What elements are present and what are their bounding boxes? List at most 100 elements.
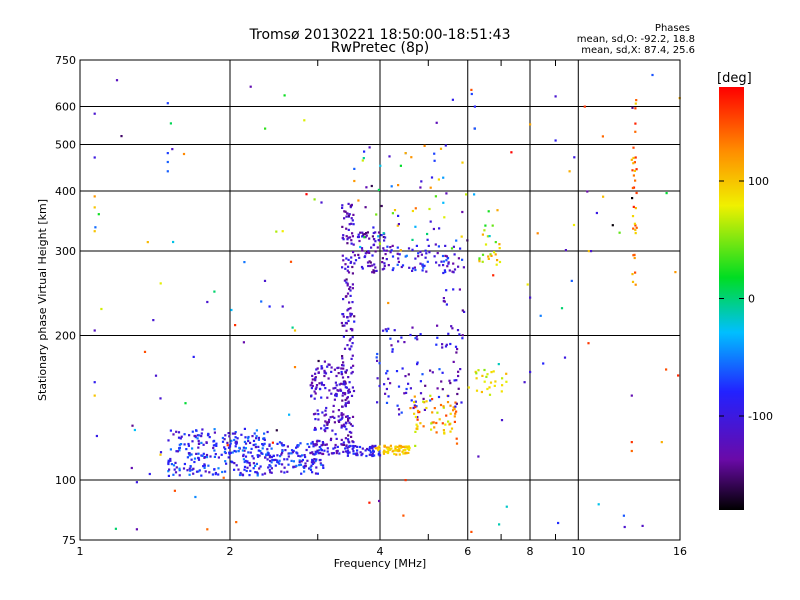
data-point — [445, 414, 448, 417]
data-point — [193, 460, 196, 464]
data-point — [414, 406, 417, 409]
data-point — [379, 164, 382, 167]
data-point — [300, 472, 303, 475]
data-point — [415, 427, 418, 430]
data-point — [364, 236, 367, 239]
data-point — [445, 343, 448, 346]
data-point — [429, 399, 432, 402]
data-point — [568, 170, 571, 173]
data-point — [411, 238, 414, 241]
data-point — [177, 436, 181, 439]
data-point — [369, 261, 372, 264]
data-point — [335, 452, 338, 455]
data-point — [393, 449, 396, 452]
data-point — [334, 392, 337, 395]
data-point — [441, 343, 444, 346]
data-point — [459, 247, 462, 250]
data-point — [444, 270, 447, 274]
data-point — [366, 231, 369, 234]
data-point — [448, 379, 451, 382]
data-point — [444, 254, 447, 257]
data-point — [120, 135, 123, 138]
data-point — [349, 286, 352, 289]
data-point — [346, 415, 349, 418]
data-point — [342, 367, 345, 370]
data-point — [262, 437, 265, 440]
data-point — [634, 179, 637, 182]
data-point — [431, 411, 434, 414]
data-point — [442, 201, 445, 204]
data-point — [263, 432, 266, 435]
data-point — [491, 224, 494, 227]
data-point — [633, 222, 636, 225]
data-point — [497, 363, 500, 366]
data-point — [356, 449, 359, 452]
data-point — [407, 451, 410, 454]
data-point — [197, 442, 201, 445]
data-point — [243, 468, 246, 471]
data-point — [303, 119, 306, 122]
data-point — [459, 368, 462, 371]
data-point — [286, 470, 289, 473]
data-point — [214, 453, 217, 456]
data-point — [329, 416, 332, 419]
data-point — [295, 464, 298, 467]
data-point — [326, 365, 329, 368]
data-point — [231, 461, 234, 464]
data-point — [611, 224, 614, 227]
data-point — [493, 384, 496, 387]
data-point — [267, 466, 270, 469]
data-point — [312, 413, 316, 416]
data-point — [433, 426, 436, 429]
data-point — [388, 448, 391, 451]
data-point — [246, 466, 249, 469]
data-point — [215, 442, 218, 445]
data-point — [348, 213, 351, 216]
data-point — [447, 262, 450, 265]
data-point — [441, 422, 444, 425]
x-tick-label: 16 — [673, 545, 687, 558]
data-point — [268, 456, 271, 459]
data-point — [296, 444, 299, 448]
data-point — [300, 460, 303, 463]
data-point — [241, 474, 245, 477]
data-point — [357, 235, 360, 239]
data-point — [130, 466, 133, 470]
data-point — [635, 99, 638, 102]
y-tick-label: 400 — [55, 185, 76, 198]
data-point — [321, 441, 324, 444]
data-point — [257, 438, 260, 441]
chart-subtitle: RwPretec (8p) — [330, 40, 430, 56]
data-point — [350, 366, 353, 369]
data-point — [368, 237, 371, 240]
data-point — [312, 445, 315, 448]
data-point — [420, 253, 423, 256]
data-point — [310, 461, 313, 464]
data-point — [180, 435, 183, 438]
data-point — [489, 381, 493, 384]
data-point — [435, 421, 438, 425]
data-point — [311, 471, 314, 474]
data-point — [213, 290, 216, 293]
data-point — [634, 224, 637, 227]
data-point — [336, 449, 339, 452]
data-point — [414, 207, 417, 210]
data-point — [341, 266, 344, 269]
data-point — [374, 240, 377, 243]
data-point — [451, 98, 454, 101]
data-point — [416, 338, 419, 341]
data-point — [366, 447, 369, 451]
data-point — [510, 151, 513, 154]
data-point — [270, 467, 273, 470]
data-point — [282, 444, 286, 447]
data-point — [452, 409, 455, 412]
data-point — [167, 460, 170, 463]
data-point — [423, 264, 426, 267]
data-point — [194, 495, 197, 499]
data-point — [187, 442, 190, 446]
data-point — [398, 447, 401, 450]
data-point — [333, 368, 336, 371]
data-point — [167, 470, 170, 473]
data-point — [483, 229, 486, 232]
data-point — [347, 419, 350, 422]
